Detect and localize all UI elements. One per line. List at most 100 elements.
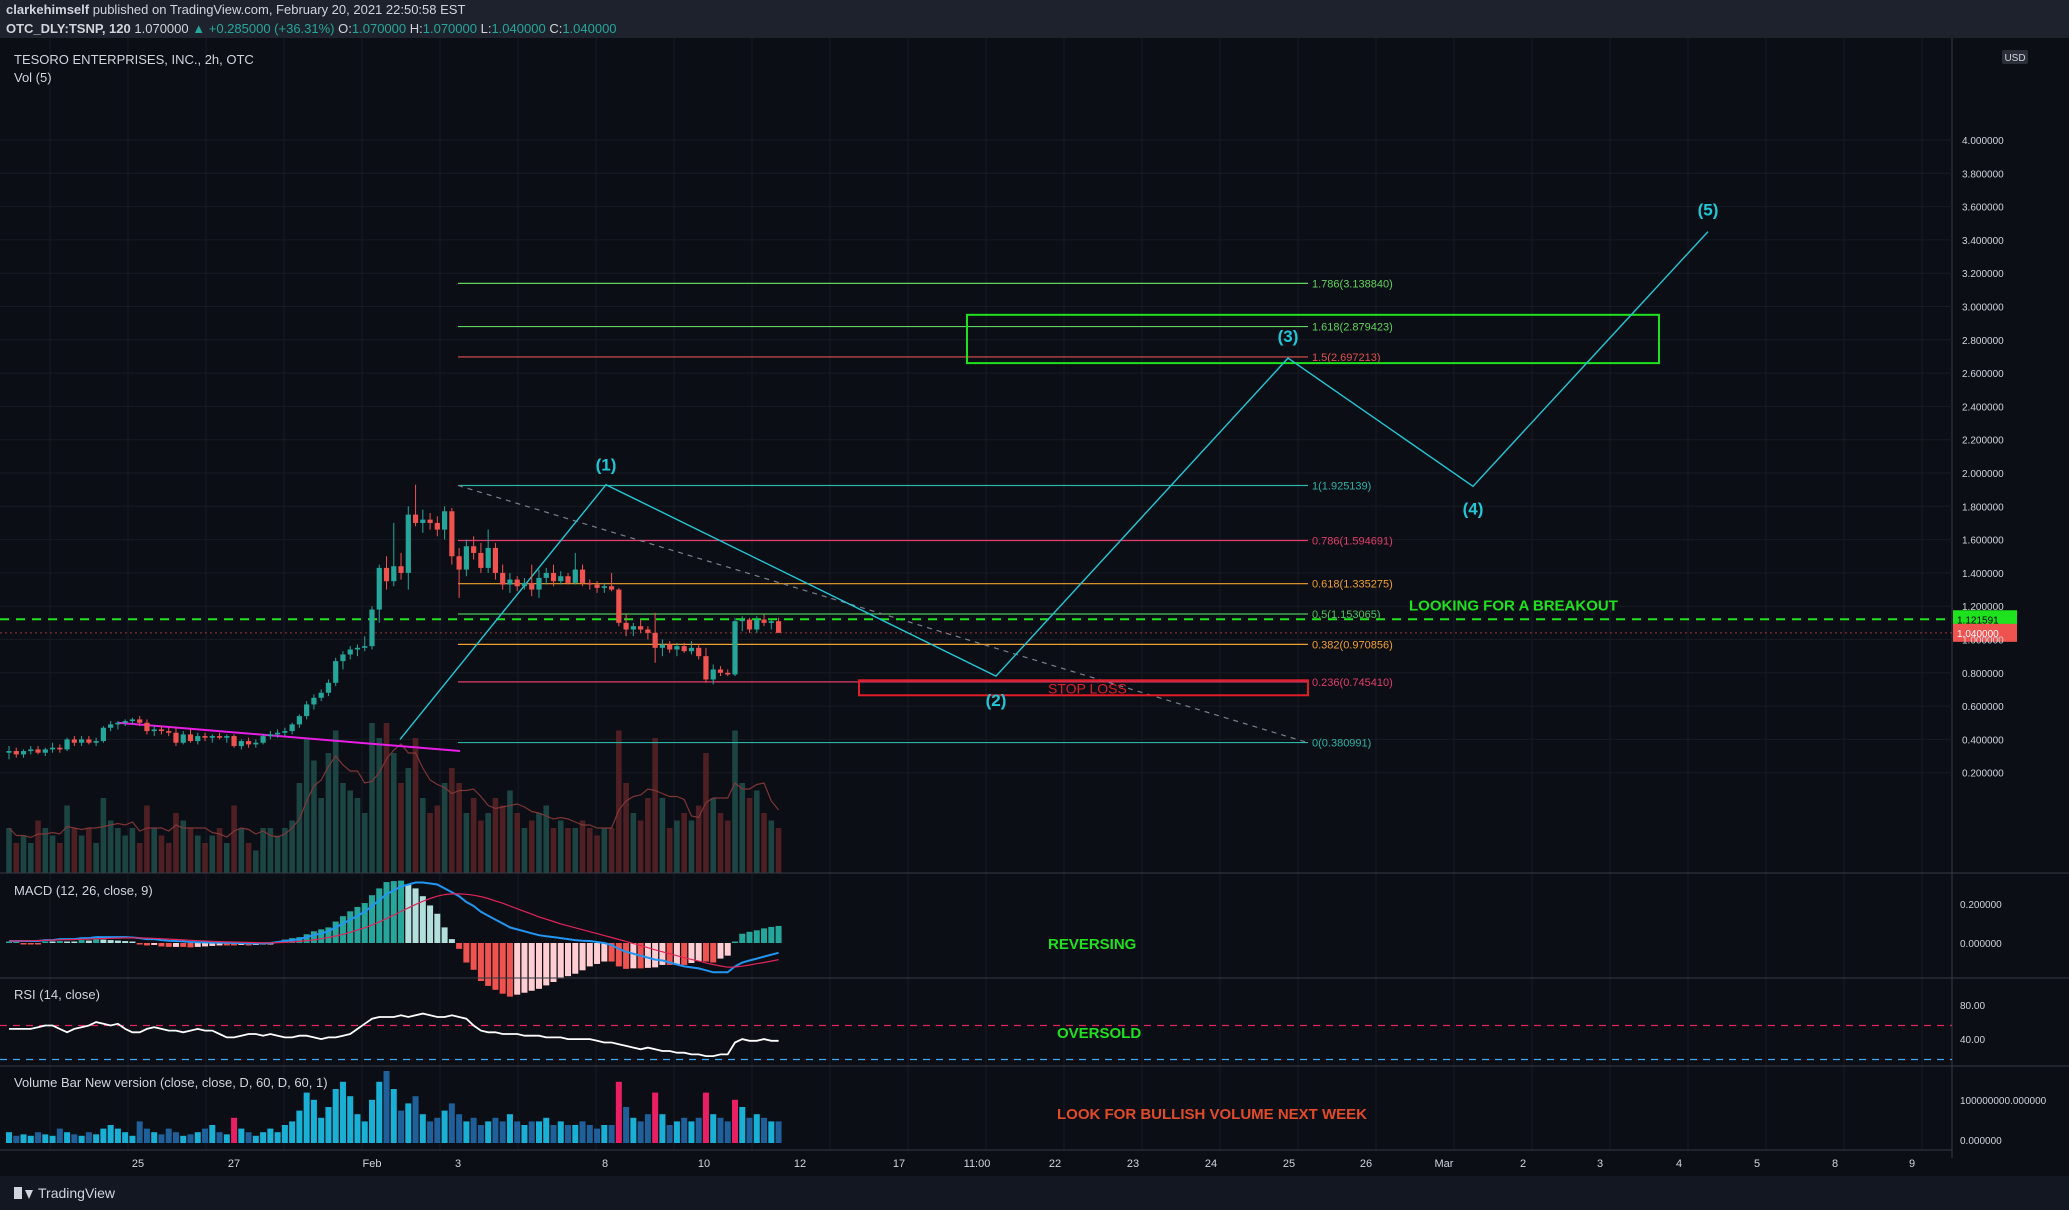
candle-body bbox=[275, 732, 281, 735]
volbar-bar bbox=[13, 1135, 20, 1143]
price-tick-label: 3.400000 bbox=[1962, 236, 2004, 247]
breakout-price-text: 1.121591 bbox=[1957, 615, 1999, 626]
candle-body bbox=[304, 704, 310, 717]
volume-bar bbox=[13, 843, 20, 873]
macd-histogram-bar bbox=[528, 943, 535, 991]
macd-histogram-bar bbox=[775, 925, 782, 943]
volume-bar bbox=[27, 843, 34, 873]
chart-canvas[interactable]: 1.786(3.138840) 1.618(2.879423) 1.5(2.6972… bbox=[0, 38, 2069, 1176]
candle-body bbox=[238, 741, 244, 747]
low-value: 1.040000 bbox=[491, 21, 546, 36]
time-tick-label: Feb bbox=[363, 1158, 382, 1170]
wave-label: (2) bbox=[986, 691, 1007, 710]
candle-body bbox=[601, 586, 607, 588]
symbol-label[interactable]: OTC_DLY:TSNP, 120 bbox=[6, 21, 131, 36]
candle-body bbox=[166, 731, 172, 733]
price-axis[interactable]: 4.000000 3.800000 3.600000 3.400000 3.200000… bbox=[1962, 136, 2004, 780]
candle-body bbox=[746, 619, 753, 630]
volume-bar bbox=[86, 828, 92, 873]
price-tick-label: 0.400000 bbox=[1962, 735, 2004, 746]
volume-ma-path bbox=[8, 743, 780, 839]
fib-label: 0(0.380991) bbox=[1312, 738, 1371, 750]
fib-label: 0.382(0.970856) bbox=[1312, 639, 1393, 651]
macd-histogram-bar bbox=[339, 916, 346, 943]
macd-histogram-bar bbox=[586, 943, 593, 967]
volbar-bar bbox=[732, 1099, 738, 1143]
candle-body bbox=[122, 721, 128, 723]
volume-bar bbox=[253, 850, 259, 873]
macd-histogram-bar bbox=[42, 941, 49, 943]
volbar-bar bbox=[761, 1117, 768, 1143]
volbar-bar bbox=[20, 1134, 27, 1143]
fib-label: 0.618(1.335275) bbox=[1312, 579, 1393, 591]
volbar-bar bbox=[93, 1134, 100, 1143]
macd-histogram-bar bbox=[223, 943, 230, 946]
macd-histogram-bar bbox=[550, 943, 557, 982]
candle-body bbox=[717, 669, 724, 673]
macd-histogram-bar bbox=[681, 943, 688, 965]
volbar-bar bbox=[383, 1071, 390, 1143]
candle-body bbox=[543, 572, 549, 578]
candle-body bbox=[456, 556, 462, 570]
macd-histogram-bar bbox=[594, 943, 601, 964]
time-tick-label: 10 bbox=[698, 1158, 710, 1170]
volume-bar bbox=[303, 738, 310, 873]
volbar-bar bbox=[71, 1134, 78, 1143]
volbar-bar bbox=[78, 1135, 85, 1143]
macd-histogram-bar bbox=[688, 943, 695, 963]
volume-bar bbox=[695, 805, 702, 873]
tradingview-logo[interactable]: TradingView bbox=[14, 1185, 115, 1201]
candle-body bbox=[391, 566, 397, 582]
volbar-bar bbox=[652, 1092, 659, 1143]
volbar-bar bbox=[100, 1128, 107, 1143]
time-tick-label: 17 bbox=[893, 1158, 905, 1170]
candle-body bbox=[267, 734, 273, 737]
time-axis[interactable]: 25 27 Feb 3 8 10 12 17 11:00 22 23 24 25 26 Mar 2 3 4 5 8 9 bbox=[132, 1158, 1915, 1170]
volbar-bar bbox=[637, 1121, 644, 1143]
volbar-bar bbox=[303, 1092, 310, 1143]
candle-body bbox=[529, 582, 535, 590]
volbar-bar bbox=[347, 1096, 354, 1143]
candle-body bbox=[688, 647, 695, 652]
candle-body bbox=[449, 511, 455, 557]
volbar-bar bbox=[485, 1121, 492, 1143]
volbar-bar bbox=[419, 1114, 426, 1143]
volume-bar bbox=[289, 820, 295, 873]
last-price: 1.070000 bbox=[134, 21, 189, 36]
macd-histogram-bar bbox=[456, 943, 463, 949]
macd-histogram-bar bbox=[724, 943, 731, 956]
author-name[interactable]: clarkehimself bbox=[6, 2, 90, 17]
volbar-bar bbox=[332, 1089, 339, 1143]
downtrend-line bbox=[117, 721, 461, 753]
volbar-bar bbox=[572, 1125, 579, 1143]
candle-body bbox=[180, 734, 186, 743]
volbar-bar bbox=[165, 1128, 172, 1143]
volume-bar bbox=[717, 813, 724, 873]
volume-bar bbox=[340, 783, 346, 873]
drawings-layer bbox=[0, 231, 1952, 753]
fib-label: 1.618(2.879423) bbox=[1312, 322, 1393, 334]
candle-body bbox=[463, 546, 469, 570]
volume-bar bbox=[478, 820, 484, 873]
macd-histogram-bar bbox=[412, 888, 419, 943]
volbar-bar bbox=[710, 1114, 717, 1143]
volume-bar bbox=[739, 783, 746, 873]
volbar-bar bbox=[499, 1121, 506, 1143]
volume-bar bbox=[129, 828, 136, 873]
volume-bar bbox=[761, 813, 767, 873]
volume-bar bbox=[296, 783, 303, 873]
fib-levels: 1.786(3.138840) 1.618(2.879423) 1.5(2.6972… bbox=[458, 278, 1393, 750]
footer-bar bbox=[0, 1176, 2069, 1210]
candle-body bbox=[108, 724, 114, 728]
macd-histogram-bar bbox=[623, 943, 630, 969]
candle-body bbox=[383, 567, 390, 582]
candle-body bbox=[93, 741, 99, 743]
volbar-bar bbox=[586, 1125, 593, 1143]
volbar-bar bbox=[180, 1135, 187, 1143]
candle-body bbox=[703, 656, 709, 680]
volume-bar bbox=[688, 820, 695, 873]
candle-body bbox=[129, 719, 136, 722]
macd-histogram-bar bbox=[100, 939, 107, 943]
price-tick-label: 4.000000 bbox=[1962, 136, 2004, 147]
fib-label: 1.5(2.697213) bbox=[1312, 352, 1381, 364]
